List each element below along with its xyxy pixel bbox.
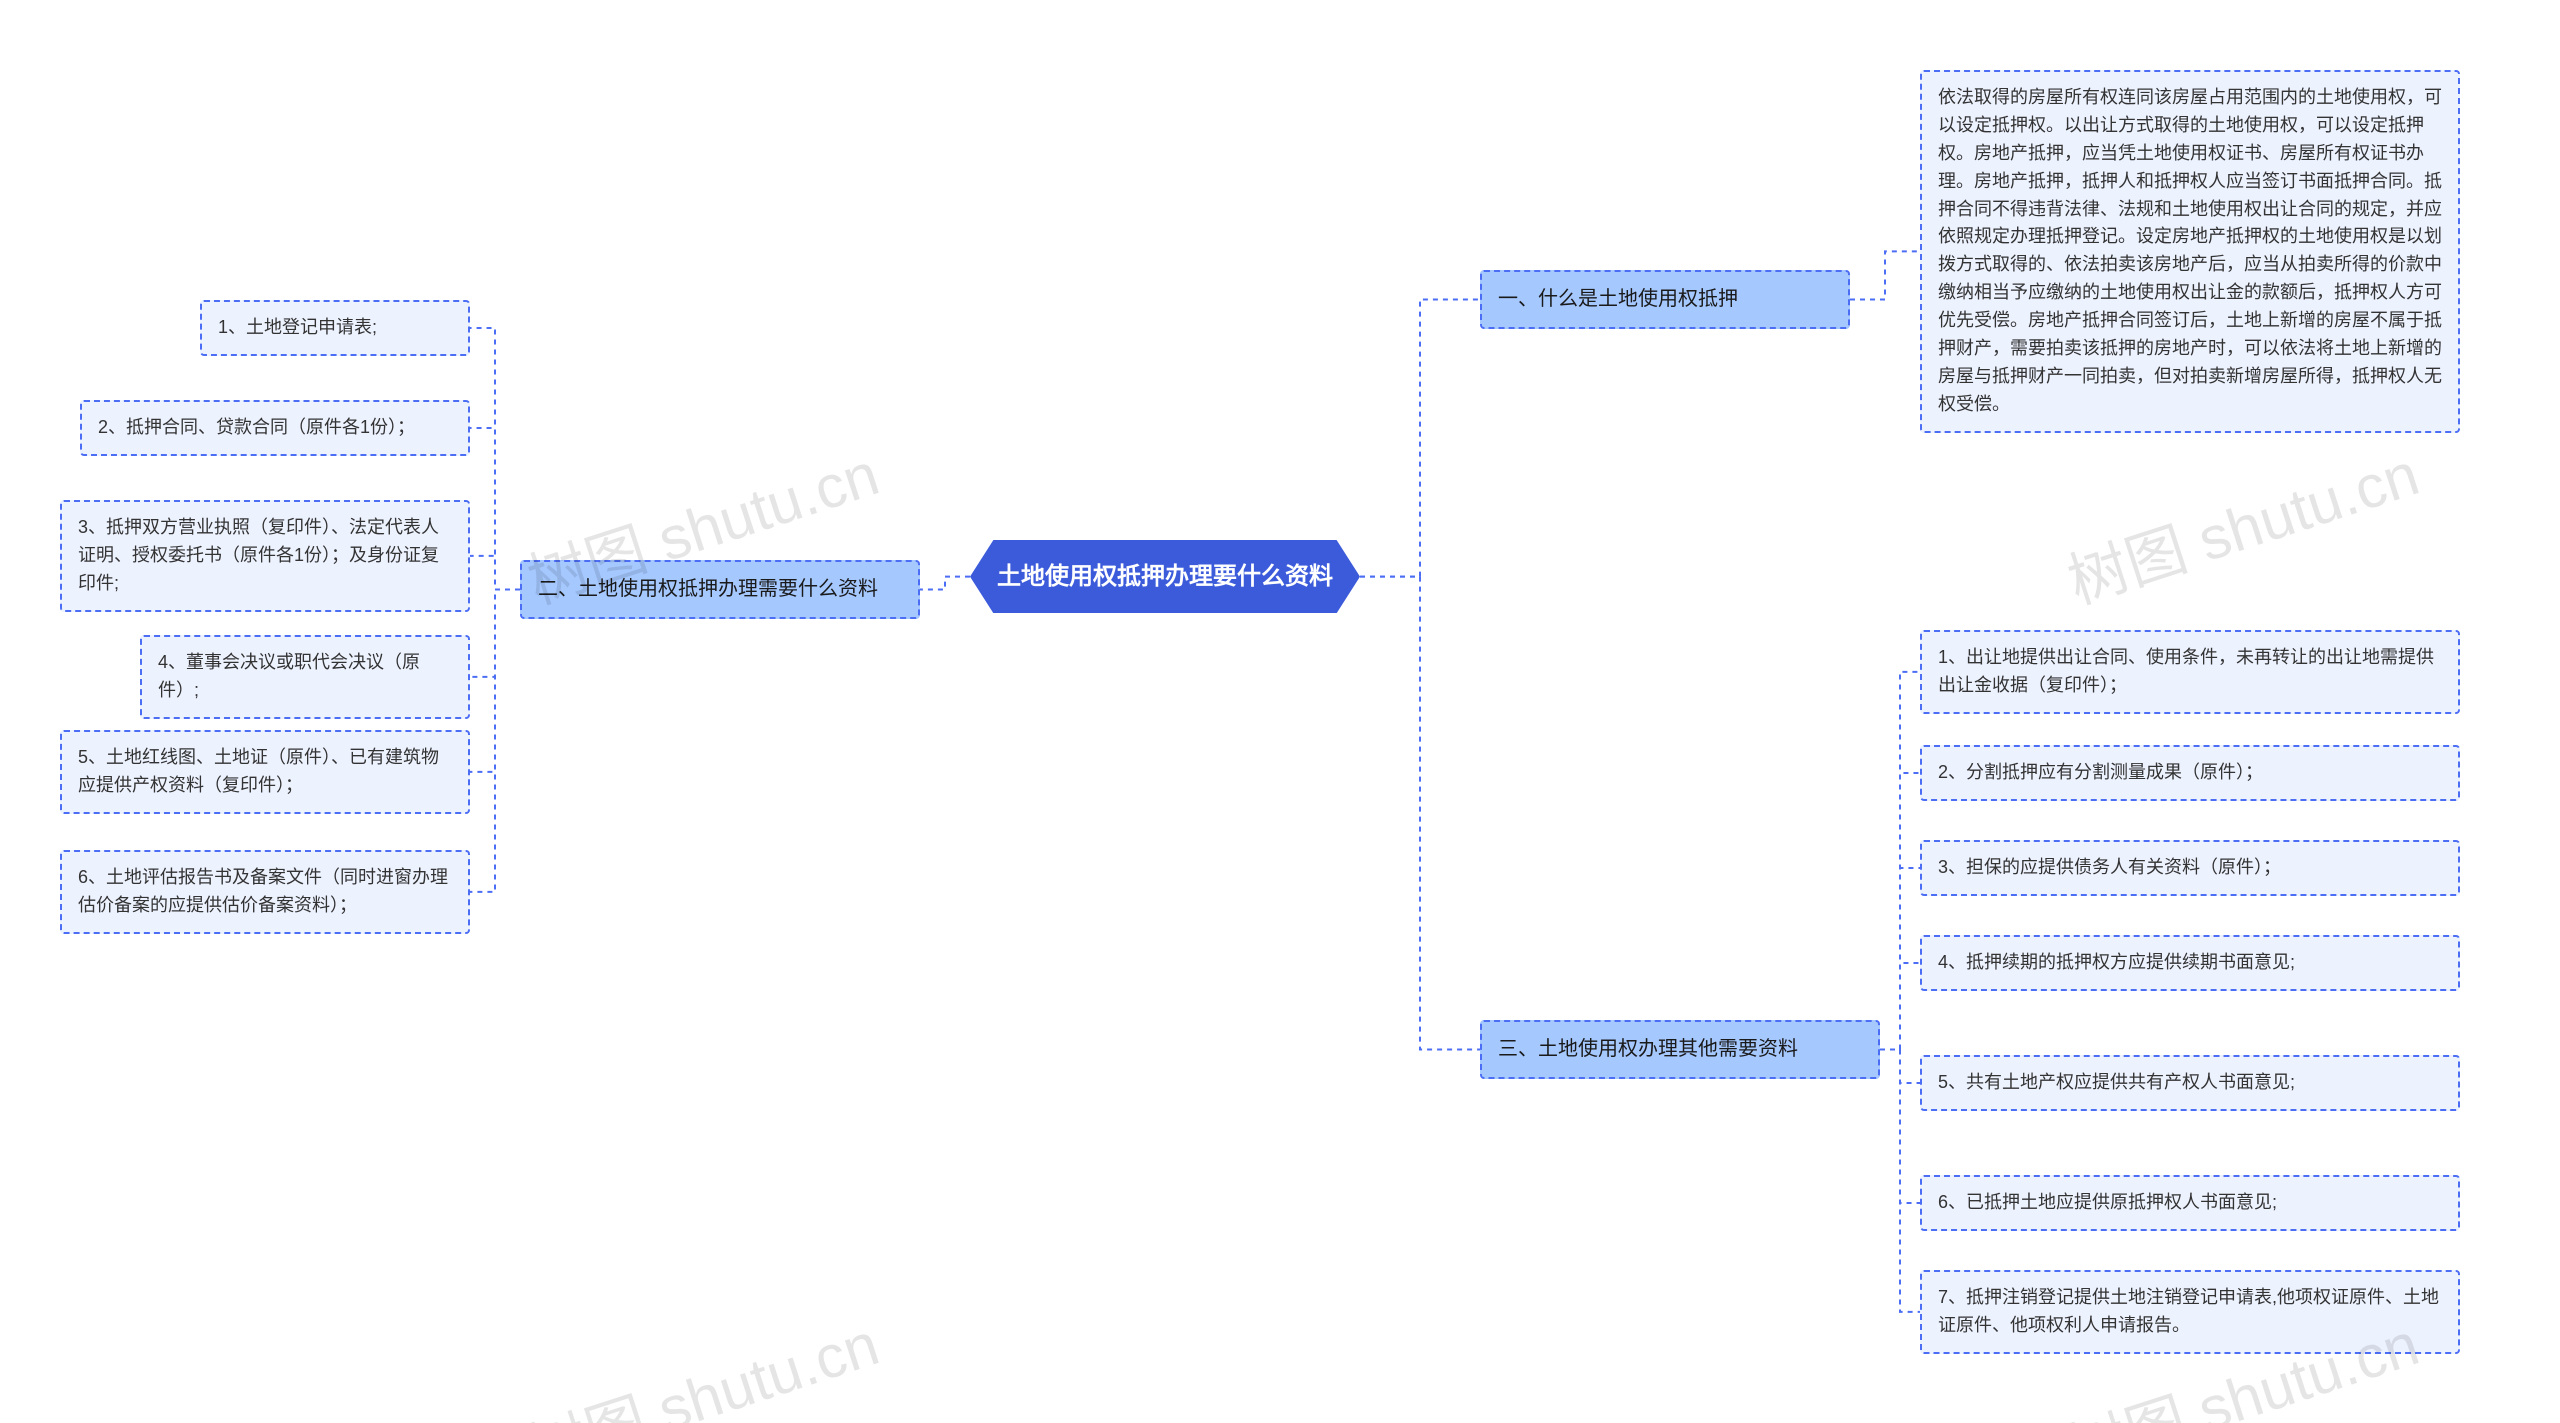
leaf-label: 2、抵押合同、贷款合同（原件各1份）； [80, 400, 470, 456]
leaf-label: 2、分割抵押应有分割测量成果（原件）； [1920, 745, 2460, 801]
leaf-node-3-6: 6、已抵押土地应提供原抵押权人书面意见; [1920, 1175, 2460, 1231]
leaf-node-2-1: 1、土地登记申请表; [200, 300, 470, 356]
leaf-label: 5、共有土地产权应提供共有产权人书面意见; [1920, 1055, 2460, 1111]
leaf-node-2-3: 3、抵押双方营业执照（复印件）、法定代表人证明、授权委托书（原件各1份）；及身份… [60, 500, 470, 612]
leaf-node-1-1: 依法取得的房屋所有权连同该房屋占用范围内的土地使用权，可以设定抵押权。以出让方式… [1920, 70, 2460, 433]
leaf-label: 1、出让地提供出让合同、使用条件，未再转让的出让地需提供出让金收据（复印件）； [1920, 630, 2460, 714]
root-label: 土地使用权抵押办理要什么资料 [970, 540, 1360, 613]
watermark: 树图 shutu.cn [2055, 426, 2428, 621]
branch-label: 一、什么是土地使用权抵押 [1480, 270, 1850, 329]
leaf-node-3-5: 5、共有土地产权应提供共有产权人书面意见; [1920, 1055, 2460, 1111]
leaf-node-2-5: 5、土地红线图、土地证（原件）、已有建筑物应提供产权资料（复印件）； [60, 730, 470, 814]
leaf-label: 3、抵押双方营业执照（复印件）、法定代表人证明、授权委托书（原件各1份）；及身份… [60, 500, 470, 612]
branch-label: 三、土地使用权办理其他需要资料 [1480, 1020, 1880, 1079]
leaf-label: 1、土地登记申请表; [200, 300, 470, 356]
leaf-label: 4、董事会决议或职代会决议（原件）; [140, 635, 470, 719]
leaf-node-3-3: 3、担保的应提供债务人有关资料（原件）； [1920, 840, 2460, 896]
leaf-label: 6、已抵押土地应提供原抵押权人书面意见; [1920, 1175, 2460, 1231]
leaf-label: 依法取得的房屋所有权连同该房屋占用范围内的土地使用权，可以设定抵押权。以出让方式… [1920, 70, 2460, 433]
leaf-node-3-2: 2、分割抵押应有分割测量成果（原件）； [1920, 745, 2460, 801]
root-node: 土地使用权抵押办理要什么资料 [970, 540, 1360, 613]
leaf-node-3-7: 7、抵押注销登记提供土地注销登记申请表,他项权证原件、土地证原件、他项权利人申请… [1920, 1270, 2460, 1354]
leaf-label: 6、土地评估报告书及备案文件（同时进窗办理估价备案的应提供估价备案资料）； [60, 850, 470, 934]
leaf-node-2-6: 6、土地评估报告书及备案文件（同时进窗办理估价备案的应提供估价备案资料）； [60, 850, 470, 934]
leaf-node-3-4: 4、抵押续期的抵押权方应提供续期书面意见; [1920, 935, 2460, 991]
leaf-label: 7、抵押注销登记提供土地注销登记申请表,他项权证原件、土地证原件、他项权利人申请… [1920, 1270, 2460, 1354]
leaf-label: 4、抵押续期的抵押权方应提供续期书面意见; [1920, 935, 2460, 991]
leaf-node-3-1: 1、出让地提供出让合同、使用条件，未再转让的出让地需提供出让金收据（复印件）； [1920, 630, 2460, 714]
leaf-label: 3、担保的应提供债务人有关资料（原件）； [1920, 840, 2460, 896]
leaf-node-2-2: 2、抵押合同、贷款合同（原件各1份）； [80, 400, 470, 456]
leaf-label: 5、土地红线图、土地证（原件）、已有建筑物应提供产权资料（复印件）； [60, 730, 470, 814]
branch-node-2: 二、土地使用权抵押办理需要什么资料 [520, 560, 920, 619]
branch-label: 二、土地使用权抵押办理需要什么资料 [520, 560, 920, 619]
leaf-node-2-4: 4、董事会决议或职代会决议（原件）; [140, 635, 470, 719]
branch-node-3: 三、土地使用权办理其他需要资料 [1480, 1020, 1880, 1079]
branch-node-1: 一、什么是土地使用权抵押 [1480, 270, 1850, 329]
watermark: 树图 shutu.cn [515, 1296, 888, 1423]
